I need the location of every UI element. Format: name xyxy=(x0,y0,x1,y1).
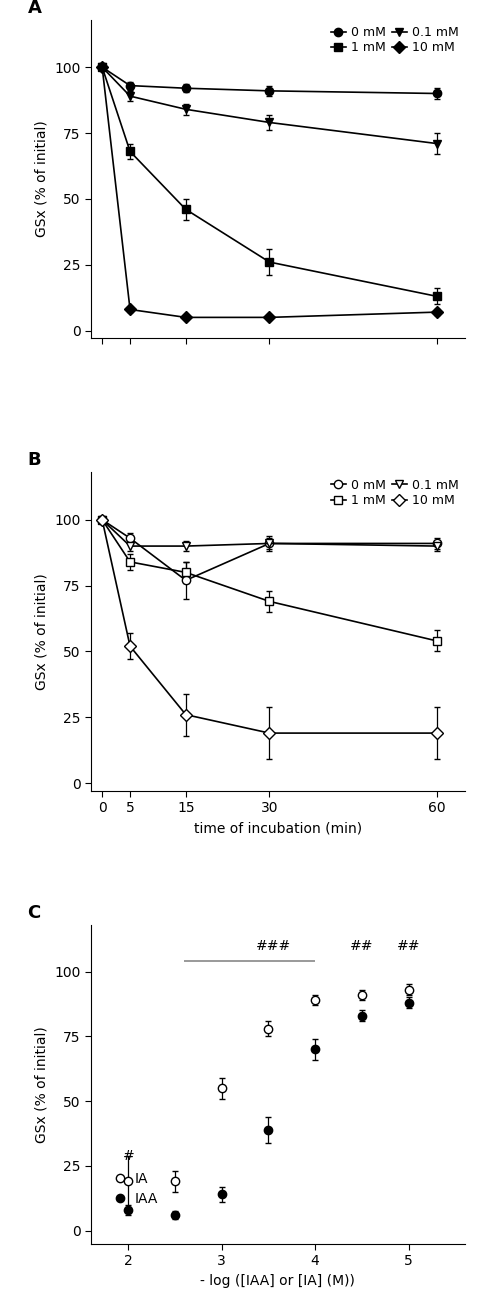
Y-axis label: GSx (% of initial): GSx (% of initial) xyxy=(34,1026,49,1142)
Text: A: A xyxy=(27,0,41,17)
X-axis label: time of incubation (min): time of incubation (min) xyxy=(194,821,362,836)
Y-axis label: GSx (% of initial): GSx (% of initial) xyxy=(34,574,49,690)
Text: ###: ### xyxy=(255,940,291,953)
Legend: 0 mM, 1 mM, 0.1 mM, 10 mM: 0 mM, 1 mM, 0.1 mM, 10 mM xyxy=(331,26,458,54)
Text: ##: ## xyxy=(397,940,421,953)
Text: ##: ## xyxy=(350,940,374,953)
X-axis label: - log ([IAA] or [IA] (M)): - log ([IAA] or [IA] (M)) xyxy=(200,1274,355,1287)
Y-axis label: GSx (% of initial): GSx (% of initial) xyxy=(34,121,49,237)
Text: B: B xyxy=(27,451,41,468)
Legend: 0 mM, 1 mM, 0.1 mM, 10 mM: 0 mM, 1 mM, 0.1 mM, 10 mM xyxy=(331,479,458,507)
Legend: IA, IAA: IA, IAA xyxy=(109,1166,163,1211)
Text: #: # xyxy=(123,1149,134,1163)
Text: C: C xyxy=(27,904,41,921)
